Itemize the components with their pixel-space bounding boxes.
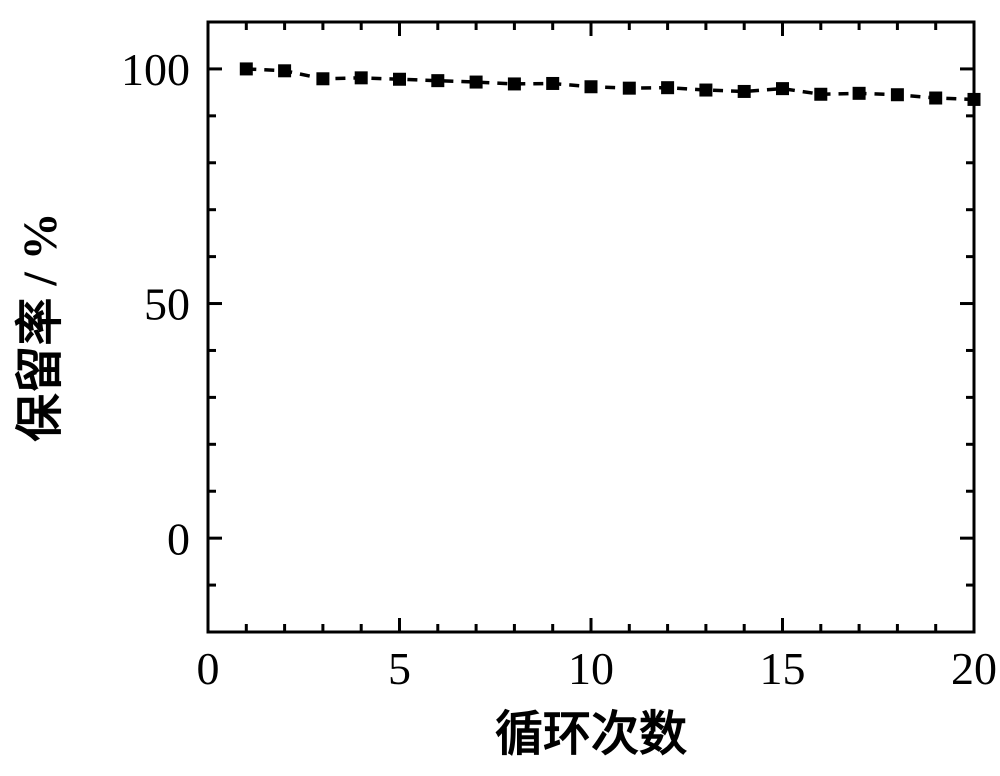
line-chart: 0 5 10 15 20 0 50 100 循环次数 保留率 / % bbox=[0, 0, 1000, 776]
y-axis-label: 保留率 / % bbox=[14, 212, 67, 441]
data-point bbox=[968, 93, 980, 105]
data-point bbox=[240, 63, 252, 75]
data-point bbox=[585, 81, 597, 93]
data-point bbox=[394, 73, 406, 85]
x-tick-label: 0 bbox=[197, 643, 220, 694]
data-point bbox=[815, 88, 827, 100]
data-point bbox=[508, 78, 520, 90]
data-point bbox=[853, 87, 865, 99]
data-point bbox=[738, 85, 750, 97]
data-point bbox=[547, 77, 559, 89]
x-tick-label: 5 bbox=[388, 643, 411, 694]
data-point bbox=[777, 83, 789, 95]
data-point bbox=[432, 75, 444, 87]
data-point bbox=[700, 84, 712, 96]
data-point bbox=[470, 76, 482, 88]
data-point bbox=[930, 92, 942, 104]
x-axis-label: 循环次数 bbox=[495, 708, 687, 761]
data-point bbox=[355, 72, 367, 84]
x-tick-label: 15 bbox=[760, 643, 806, 694]
y-tick-label: 0 bbox=[167, 513, 190, 564]
data-point bbox=[623, 82, 635, 94]
data-point bbox=[279, 65, 291, 77]
x-tick-label: 10 bbox=[568, 643, 614, 694]
y-tick-label: 100 bbox=[121, 44, 190, 95]
data-point bbox=[891, 89, 903, 101]
x-tick-label: 20 bbox=[951, 643, 997, 694]
y-tick-label: 50 bbox=[144, 279, 190, 330]
data-point bbox=[662, 82, 674, 94]
data-point bbox=[317, 73, 329, 85]
chart-container: 0 5 10 15 20 0 50 100 循环次数 保留率 / % bbox=[0, 0, 1000, 776]
